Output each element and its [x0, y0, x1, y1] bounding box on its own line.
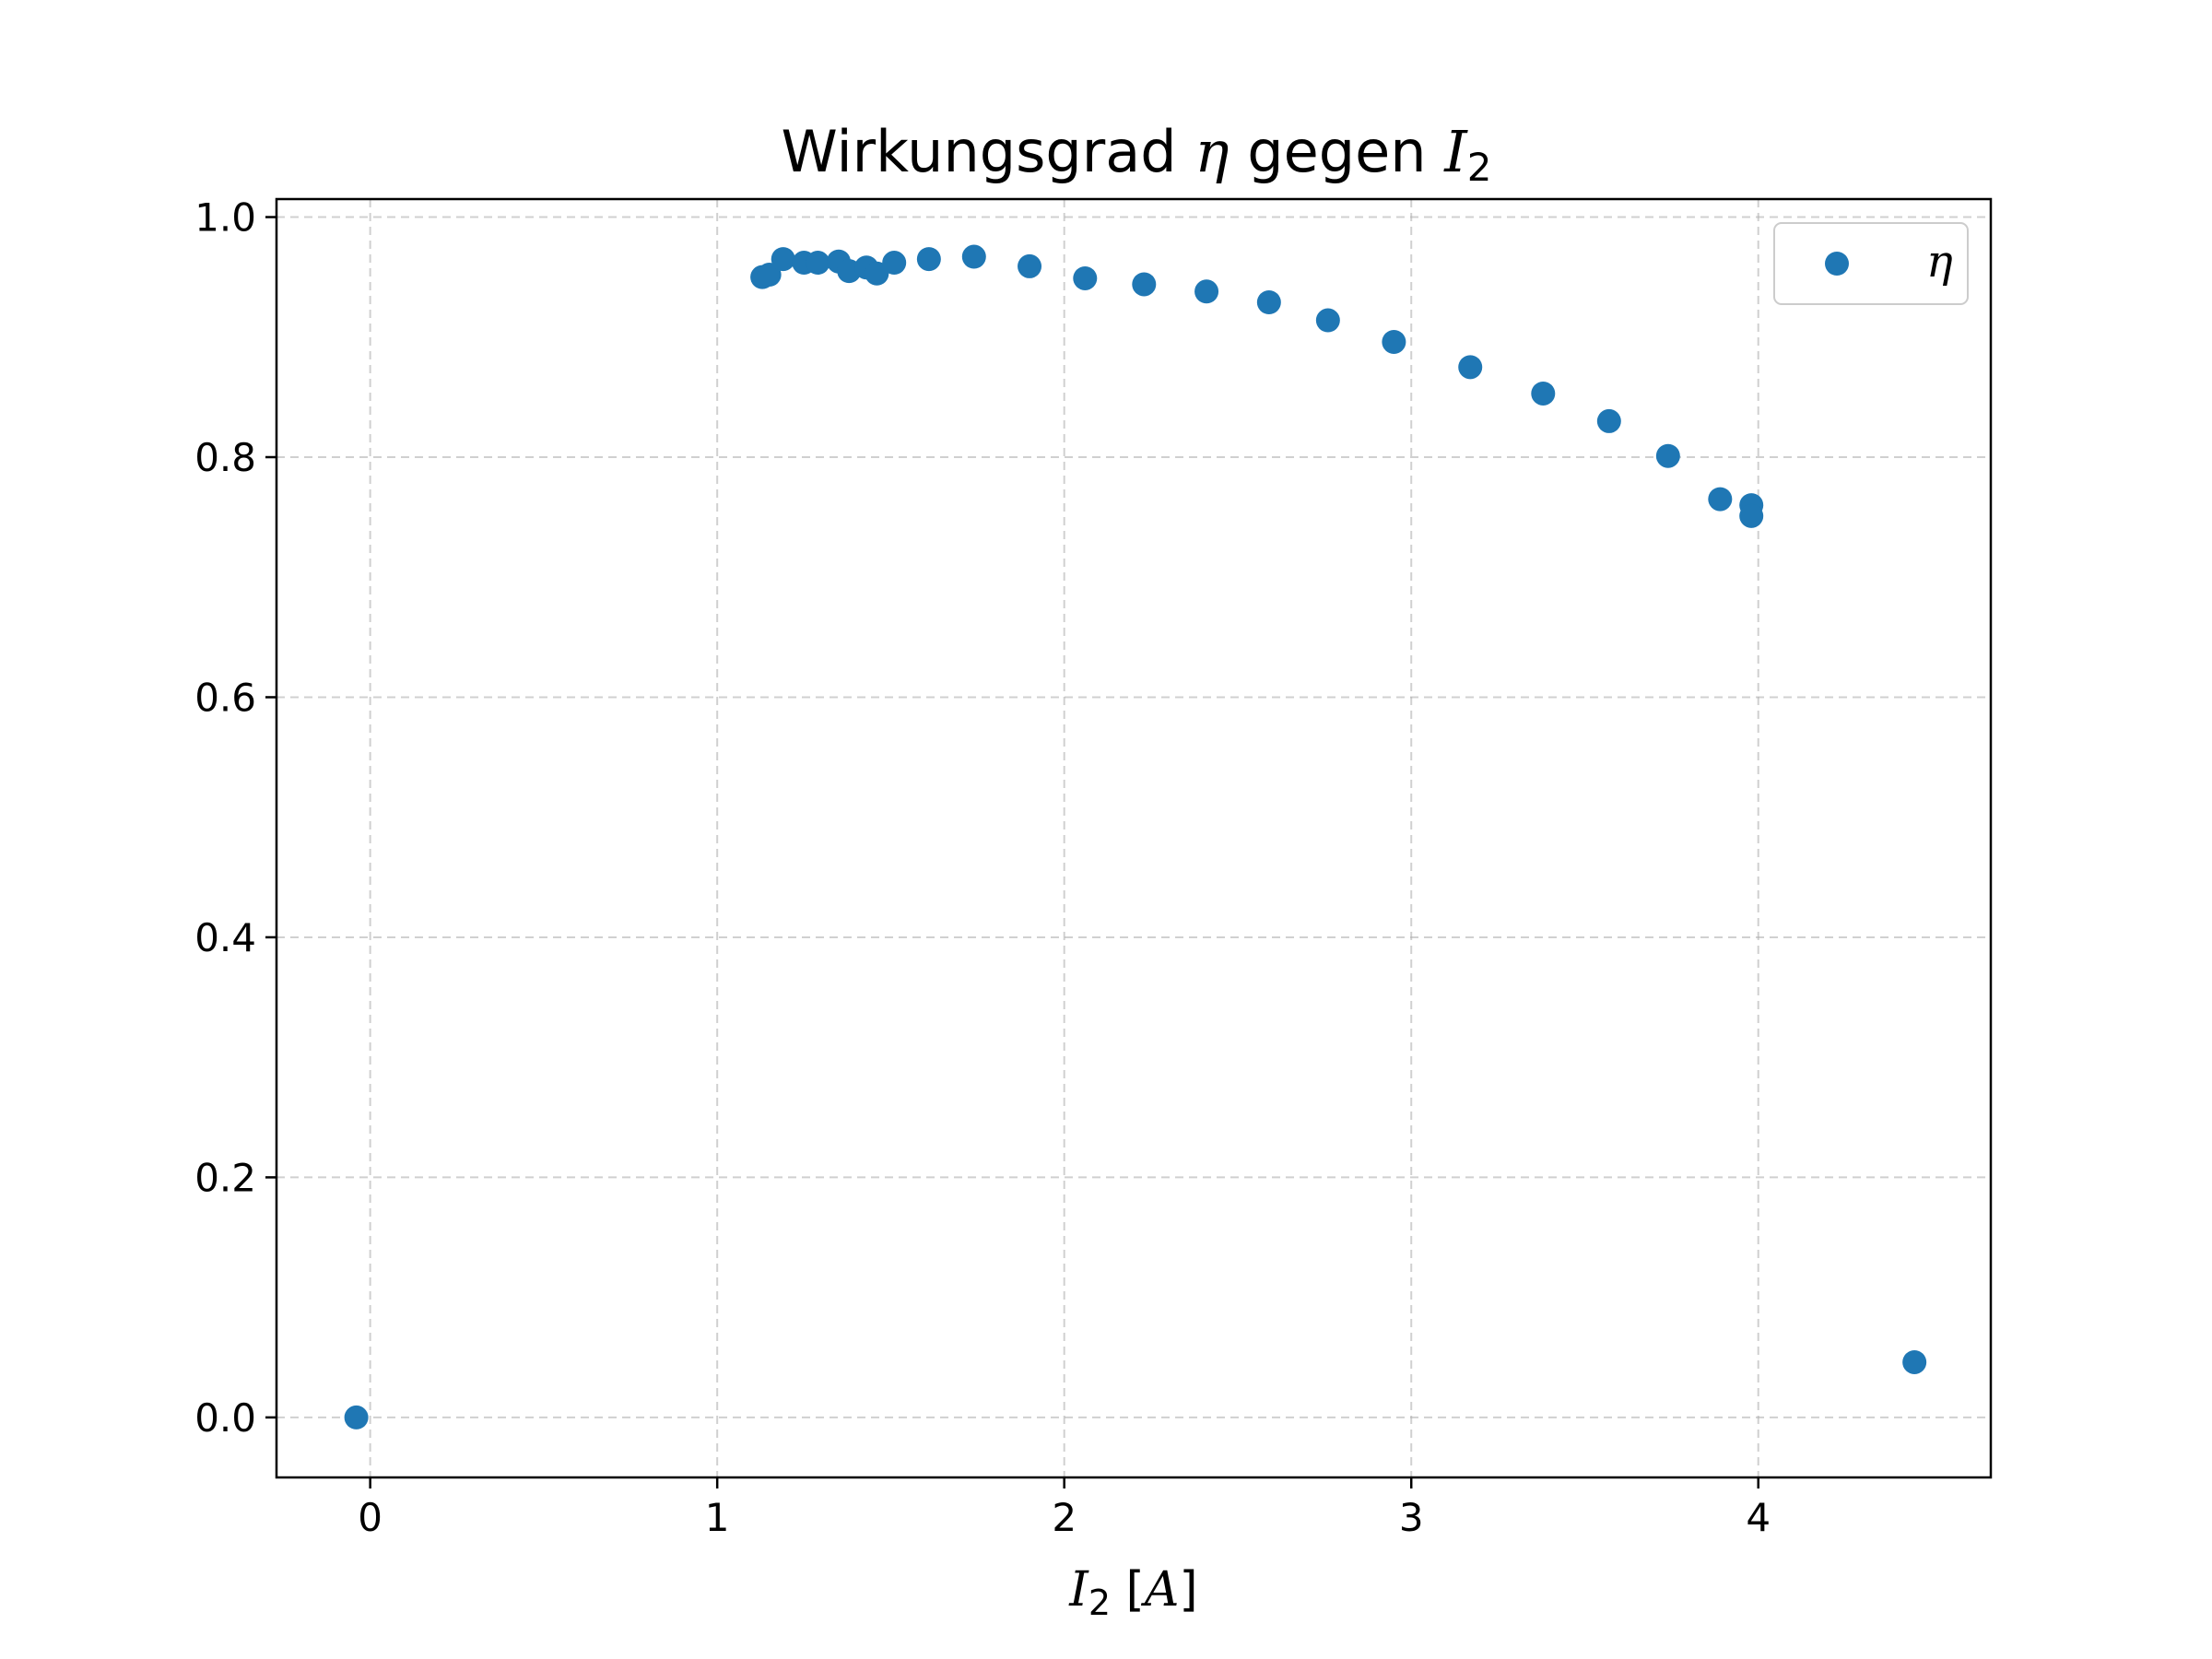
data-point — [806, 251, 830, 276]
x-tick-label: 1 — [705, 1495, 730, 1540]
x-tick-label: 0 — [358, 1495, 382, 1540]
data-point — [1315, 308, 1340, 333]
data-point — [1655, 443, 1680, 468]
grid — [276, 199, 1991, 1477]
y-tick-label: 0.8 — [194, 435, 256, 480]
y-tick-label: 0.0 — [194, 1395, 256, 1441]
data-point — [1596, 408, 1621, 433]
data-point — [344, 1405, 369, 1430]
data-point — [1194, 279, 1219, 304]
x-tick-label: 4 — [1746, 1495, 1771, 1540]
data-point — [916, 247, 941, 272]
plot-frame — [275, 197, 1993, 1479]
y-axis: 0.0 0.2 0.4 0.6 0.8 1.0 — [194, 195, 276, 1441]
data-point — [1073, 265, 1098, 290]
y-tick-label: 0.6 — [194, 675, 256, 720]
data-point — [882, 251, 907, 276]
y-tick-label: 0.2 — [194, 1155, 256, 1200]
legend-marker — [1825, 252, 1849, 276]
data-point — [771, 247, 795, 272]
data-point — [961, 244, 986, 269]
legend: η — [1773, 222, 1969, 305]
data-point — [1739, 503, 1764, 528]
x-axis: 0 1 2 3 4 — [358, 1477, 1771, 1540]
data-points — [344, 244, 1927, 1430]
data-point — [1132, 272, 1157, 297]
y-tick-label: 1.0 — [194, 195, 256, 241]
chart-title: Wirkungsgrad η gegen I2 — [782, 118, 1492, 190]
x-tick-label: 2 — [1052, 1495, 1077, 1540]
data-point — [757, 263, 782, 288]
legend-box — [1773, 222, 1969, 305]
data-point — [1256, 290, 1281, 315]
data-point — [1708, 487, 1733, 512]
x-tick-label: 3 — [1399, 1495, 1424, 1540]
data-point — [1902, 1349, 1927, 1374]
data-point — [865, 261, 889, 286]
data-point — [1382, 329, 1406, 354]
y-tick-label: 0.4 — [194, 915, 256, 960]
data-point — [1458, 355, 1483, 380]
legend-label: η — [1926, 236, 1953, 288]
x-axis-label: I2 [A] — [1068, 1562, 1197, 1623]
data-point — [1531, 381, 1556, 406]
data-point — [1018, 253, 1042, 278]
